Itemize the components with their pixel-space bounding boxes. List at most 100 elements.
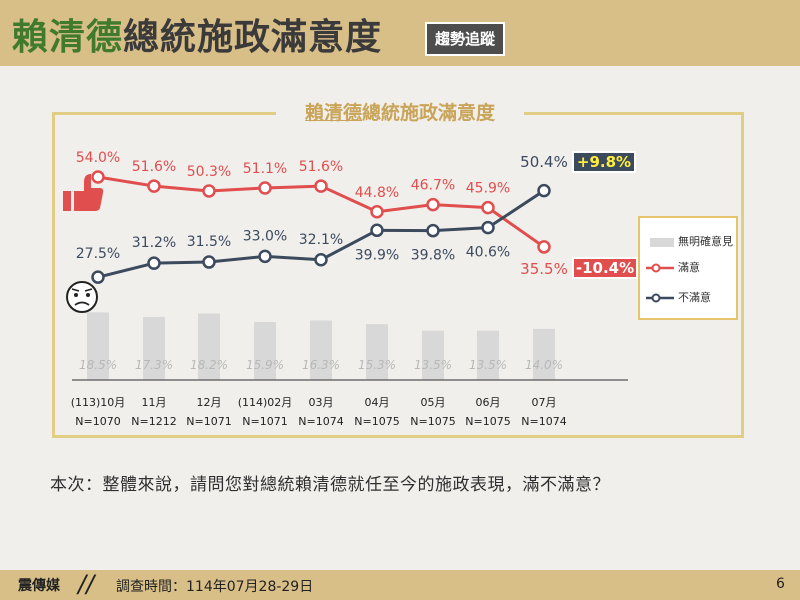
- bar-no-opinion: [366, 324, 388, 380]
- x-tick-label: 04月: [365, 396, 390, 409]
- legend-item-no-opinion: 無明確意見: [644, 232, 738, 252]
- thumbs-up-icon: [63, 174, 104, 211]
- data-label-satisfied: 44.8%: [355, 185, 399, 201]
- sample-size-label: N=1070: [75, 415, 120, 428]
- legend-label: 滿意: [678, 261, 700, 274]
- point-dissatisfied: [537, 183, 551, 198]
- footer-divider: //: [78, 570, 95, 598]
- legend-label: 無明確意見: [678, 235, 733, 248]
- data-label-dissatisfied: 39.8%: [411, 248, 455, 264]
- data-label-satisfied: 51.1%: [243, 161, 287, 177]
- point-dissatisfied: [91, 270, 105, 284]
- x-tick-label: 05月: [421, 396, 446, 409]
- point-dissatisfied: [258, 249, 272, 264]
- frowning-face-icon: [66, 281, 98, 313]
- data-label-dissatisfied: 39.9%: [355, 247, 399, 263]
- legend-item-dissatisfied: 不滿意: [644, 288, 738, 308]
- point-satisfied: [91, 170, 105, 184]
- sample-size-label: N=1212: [131, 415, 176, 428]
- survey-question: 本次：整體來說，請問您對總統賴清德就任至今的施政表現，滿不滿意？: [50, 475, 610, 495]
- data-label-dissatisfied: 27.5%: [76, 246, 120, 262]
- footer-source: 震傳媒: [18, 578, 60, 594]
- sample-size-label: N=1074: [298, 415, 343, 428]
- bar-label-no-opinion: 18.2%: [190, 358, 228, 372]
- bar-label-no-opinion: 17.3%: [135, 358, 173, 372]
- chart-title-rest: 總統施政滿意度: [362, 102, 496, 124]
- x-tick-label: 11月: [142, 396, 167, 409]
- data-label-satisfied: 51.6%: [132, 159, 176, 175]
- bar-label-no-opinion: 13.5%: [414, 358, 452, 372]
- bar-label-no-opinion: 16.3%: [302, 358, 340, 372]
- point-satisfied: [426, 197, 440, 212]
- x-tick-label: 03月: [309, 396, 334, 409]
- point-dissatisfied: [202, 255, 216, 269]
- data-label-dissatisfied: 32.1%: [299, 232, 343, 248]
- bar-label-no-opinion: 14.0%: [525, 358, 563, 372]
- point-dissatisfied: [314, 253, 328, 267]
- bar-no-opinion: [254, 321, 276, 380]
- page-number: 6: [776, 576, 785, 592]
- data-label-satisfied: 50.3%: [187, 164, 231, 180]
- legend-swatch-dissatisfied: [646, 293, 674, 303]
- x-tick-label: 12月: [197, 396, 222, 409]
- point-satisfied: [314, 179, 328, 193]
- data-label-satisfied: 35.5%: [520, 260, 568, 278]
- bar-label-no-opinion: 15.9%: [246, 358, 284, 372]
- page-title: 賴清德總統施政滿意度: [12, 8, 382, 60]
- bar-no-opinion: [477, 330, 499, 380]
- footer-survey-date: 調查時間：114年07月28-29日: [116, 579, 314, 595]
- legend-item-satisfied: 滿意: [644, 258, 738, 278]
- bar-no-opinion: [87, 312, 109, 380]
- data-label-satisfied: 46.7%: [411, 178, 455, 194]
- point-satisfied: [202, 184, 216, 198]
- trend-badge: 趨勢追蹤: [425, 22, 505, 56]
- legend-swatch-satisfied: [646, 263, 674, 273]
- satisfied-change-badge: -10.4%: [572, 257, 638, 279]
- dissatisfied-change-badge: +9.8%: [572, 151, 636, 173]
- bar-no-opinion: [310, 320, 332, 380]
- sample-size-label: N=1075: [410, 415, 455, 428]
- point-dissatisfied: [481, 220, 495, 235]
- point-dissatisfied: [370, 223, 384, 238]
- sample-size-label: N=1071: [242, 415, 287, 428]
- data-label-satisfied: 45.9%: [466, 181, 510, 197]
- sample-size-label: N=1075: [465, 415, 510, 428]
- data-label-satisfied: 51.6%: [299, 159, 343, 175]
- point-dissatisfied: [147, 256, 161, 270]
- bar-no-opinion: [198, 313, 220, 380]
- bar-no-opinion: [533, 328, 555, 380]
- legend-swatch-no-opinion: [650, 238, 674, 247]
- legend: 無明確意見 滿意 不滿意: [638, 216, 738, 320]
- page-title-name: 賴清德: [12, 17, 124, 58]
- point-satisfied: [147, 179, 161, 193]
- sample-size-label: N=1071: [186, 415, 231, 428]
- data-label-satisfied: 54.0%: [76, 150, 120, 166]
- x-tick-label: (114)02月: [238, 396, 293, 409]
- bar-label-no-opinion: 15.3%: [358, 358, 396, 372]
- point-dissatisfied: [426, 223, 440, 238]
- data-label-dissatisfied: 31.5%: [187, 234, 231, 250]
- bar-label-no-opinion: 18.5%: [79, 358, 117, 372]
- footer-bar: 震傳媒 // 調查時間：114年07月28-29日 6: [0, 570, 800, 600]
- header-bar: 賴清德總統施政滿意度 趨勢追蹤: [0, 0, 800, 66]
- data-label-dissatisfied: 31.2%: [132, 235, 176, 251]
- chart-title-name: 賴清德: [304, 102, 362, 124]
- data-label-dissatisfied: 33.0%: [243, 228, 287, 244]
- point-satisfied: [370, 205, 384, 219]
- sample-size-label: N=1075: [354, 415, 399, 428]
- point-satisfied: [537, 240, 551, 254]
- data-label-dissatisfied: 50.4%: [520, 153, 568, 171]
- bar-no-opinion: [143, 316, 165, 380]
- page-title-rest: 總統施政滿意度: [123, 17, 383, 58]
- sample-size-label: N=1074: [521, 415, 566, 428]
- x-tick-label: (113)10月: [71, 396, 126, 409]
- legend-label: 不滿意: [678, 291, 711, 304]
- bar-no-opinion: [422, 330, 444, 380]
- bar-label-no-opinion: 13.5%: [469, 358, 507, 372]
- point-satisfied: [481, 200, 495, 215]
- data-label-dissatisfied: 40.6%: [466, 245, 510, 261]
- x-tick-label: 06月: [476, 396, 501, 409]
- point-satisfied: [258, 181, 272, 195]
- chart-title: 賴清德總統施政滿意度: [276, 99, 524, 127]
